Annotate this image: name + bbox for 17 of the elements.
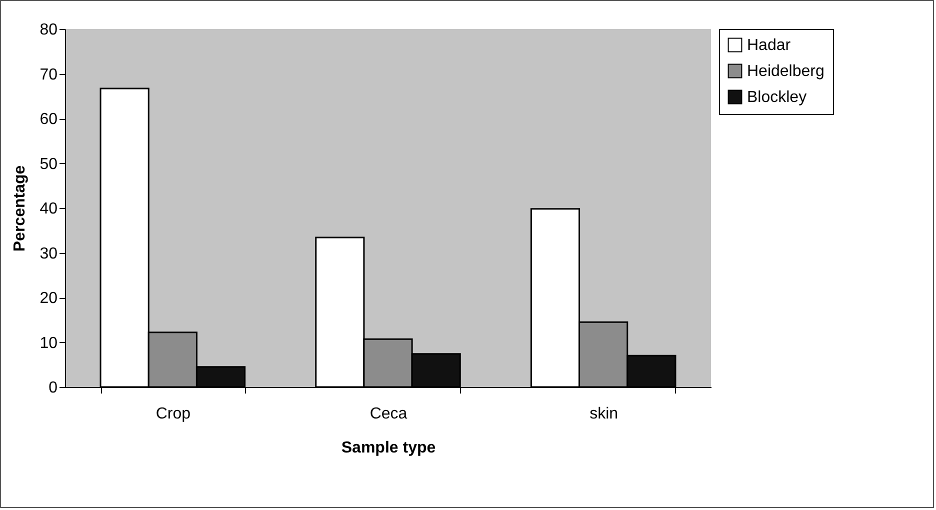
legend-label: Blockley xyxy=(747,89,807,106)
y-tick-label: 70 xyxy=(40,66,58,84)
y-tick-label: 20 xyxy=(40,290,58,307)
y-tick-label: 30 xyxy=(40,245,58,262)
legend-label: Heidelberg xyxy=(747,63,824,80)
x-tick-label: Crop xyxy=(156,406,191,422)
legend-label: Hadar xyxy=(747,37,792,54)
y-tick-label: 60 xyxy=(40,111,58,128)
y-tick-label: 0 xyxy=(48,380,58,396)
x-tick-label: Ceca xyxy=(370,406,408,422)
y-axis-title: Percentage xyxy=(12,165,29,252)
y-tick-label: 50 xyxy=(40,156,58,173)
x-axis-title: Sample type xyxy=(341,440,436,456)
y-tick-label: 80 xyxy=(40,22,58,38)
x-tick-label: skin xyxy=(590,406,618,422)
y-tick-label: 10 xyxy=(40,334,58,352)
y-tick-label: 40 xyxy=(40,200,58,218)
